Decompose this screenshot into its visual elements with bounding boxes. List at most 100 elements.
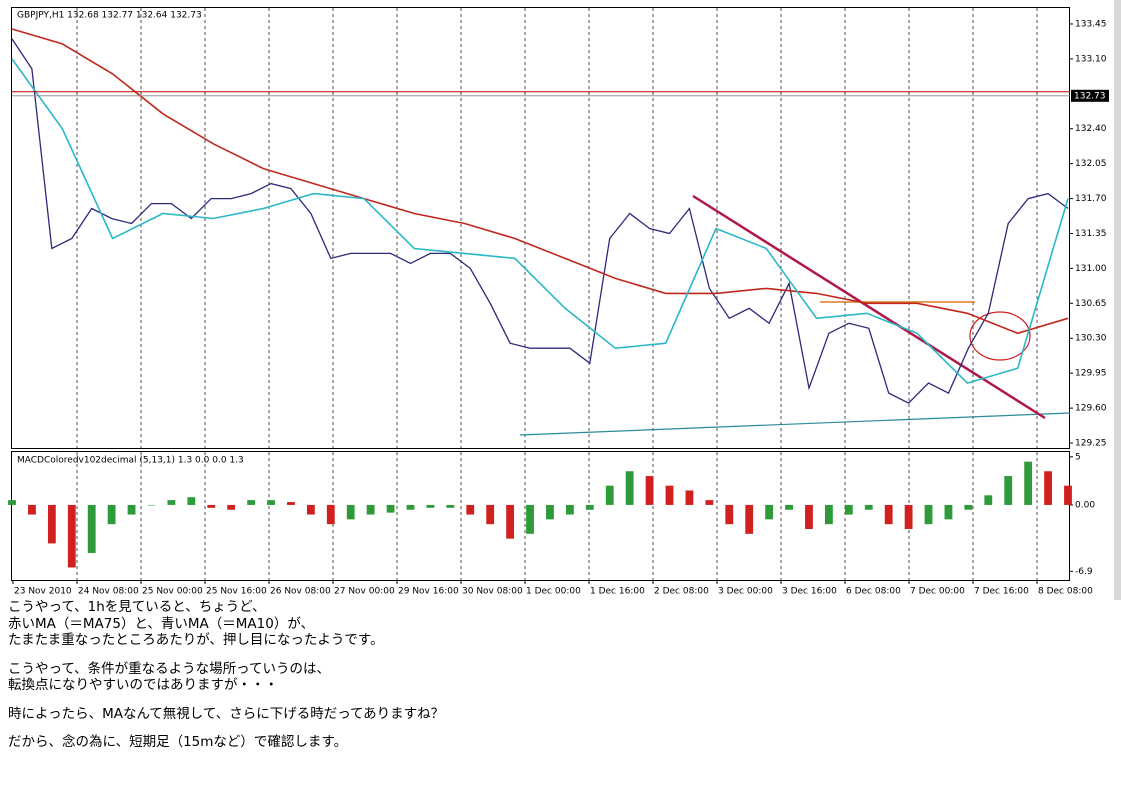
macd-bar <box>864 504 873 510</box>
macd-bar <box>187 497 196 505</box>
price-header: GBPJPY,H1 132.68 132.77 132.64 132.73 <box>17 11 202 21</box>
macd-bar <box>446 504 455 508</box>
macd-bar <box>267 500 275 505</box>
macd-bar <box>585 504 594 510</box>
text-line: たまたま重なったところあたりが、押し目になったようです。 <box>8 632 384 648</box>
y-tick-label: 130.30 <box>1075 334 1107 344</box>
macd-bar <box>625 471 634 505</box>
paragraph: こうやって、条件が重なるような場所っていうのは、 転換点になりやすいのではあります… <box>8 661 1108 694</box>
x-tick-label: 7 Dec 00:00 <box>910 587 965 597</box>
macd-bar <box>207 504 216 508</box>
x-tick-label: 2 Dec 08:00 <box>654 587 709 597</box>
paragraph: こうやって、1hを見ていると、ちょうど、 赤いMA（＝MA75）と、青いMA（＝M… <box>8 599 1108 649</box>
macd-bar <box>147 504 156 506</box>
macd-bar <box>546 504 554 520</box>
y-tick-label: 130.65 <box>1075 299 1107 309</box>
y-tick-label: 132.40 <box>1075 124 1107 134</box>
window-border <box>1114 0 1121 600</box>
macd-bar <box>1024 461 1033 505</box>
macd-bar <box>167 500 176 505</box>
text-line: 転換点になりやすいのではありますが・・・ <box>8 677 278 693</box>
paragraph: 時によったら、MAなんて無視して、さらに下げる時だってありますね？ <box>8 706 1108 723</box>
macd-bar <box>8 500 16 505</box>
macd-bar <box>565 504 574 515</box>
x-tick-label: 3 Dec 16:00 <box>782 587 837 597</box>
macd-bar <box>884 504 893 525</box>
support-line <box>519 412 1071 436</box>
macd-bar <box>406 504 415 510</box>
macd-bar <box>87 504 96 554</box>
macd-header: MACDColoredv102decimal (5,13,1) 1.3 0.0 … <box>17 456 244 466</box>
macd-bar <box>227 504 236 510</box>
macd-bar <box>247 500 256 505</box>
macd-bar <box>824 504 833 525</box>
x-tick-label: 26 Nov 08:00 <box>270 587 331 597</box>
y-tick-label: 133.10 <box>1075 54 1107 64</box>
y-tick-label: 131.70 <box>1075 194 1107 204</box>
x-tick-label: 1 Dec 00:00 <box>526 587 581 597</box>
macd-bar <box>685 490 694 505</box>
macd-bar <box>844 504 853 515</box>
macd-bar <box>805 504 813 529</box>
x-tick-label: 24 Nov 08:00 <box>78 587 139 597</box>
macd-bar <box>28 504 36 515</box>
x-tick-label: 27 Nov 00:00 <box>334 587 395 597</box>
macd-panel <box>11 451 1070 581</box>
x-tick-label: 29 Nov 16:00 <box>398 587 459 597</box>
macd-bar <box>725 504 734 525</box>
y-tick-label: 131.00 <box>1075 264 1107 274</box>
highlight-circle <box>969 311 1031 361</box>
x-tick-label: 30 Nov 08:00 <box>462 587 523 597</box>
x-tick-label: 25 Nov 16:00 <box>206 587 267 597</box>
last-price-box <box>1071 89 1109 102</box>
paragraph: だから、念の為に、短期足（15mなど）で確認します。 <box>8 734 1108 751</box>
text-line: だから、念の為に、短期足（15mなど）で確認します。 <box>8 734 348 750</box>
text-line: こうやって、1hを見ていると、ちょうど、 <box>8 599 266 615</box>
macd-bar <box>306 504 315 515</box>
macd-bar <box>785 504 793 510</box>
macd-bar <box>904 504 913 529</box>
last-price-label: 132.73 <box>1074 91 1106 101</box>
macd-bar <box>944 504 953 520</box>
macd-bar <box>605 485 614 505</box>
x-tick-label: 6 Dec 08:00 <box>846 587 901 597</box>
macd-bar <box>287 502 295 505</box>
macd-bar <box>1064 485 1072 505</box>
macd-bar <box>765 504 774 520</box>
chart-window: GBPJPY,H1 132.68 132.77 132.64 132.73 MA… <box>0 0 1121 600</box>
y-tick-label: 0.00 <box>1075 500 1095 510</box>
macd-bar <box>526 504 534 534</box>
x-tick-label: 8 Dec 08:00 <box>1038 587 1093 597</box>
macd-bar <box>366 504 375 515</box>
macd-bar <box>705 500 714 505</box>
macd-bar <box>506 504 515 539</box>
comment-text: こうやって、1hを見ていると、ちょうど、 赤いMA（＝MA75）と、青いMA（＝M… <box>8 599 1108 763</box>
macd-bar <box>984 495 993 505</box>
macd-bar <box>745 504 754 534</box>
macd-bar <box>466 504 475 515</box>
y-tick-label: 133.45 <box>1075 19 1107 29</box>
background <box>0 0 1121 600</box>
macd-bar <box>127 504 136 515</box>
y-tick-label: 132.05 <box>1075 159 1107 169</box>
price-line <box>11 28 1069 335</box>
text-line: 時によったら、MAなんて無視して、さらに下げる時だってありますね？ <box>8 705 445 722</box>
trend-line <box>692 194 1046 420</box>
macd-bar <box>665 485 674 505</box>
price-line <box>11 58 1069 385</box>
text-line: 赤いMA（＝MA75）と、青いMA（＝MA10）が、 <box>8 615 315 632</box>
macd-bar <box>107 504 116 525</box>
macd-bar <box>386 504 395 513</box>
macd-bar <box>1044 471 1052 505</box>
macd-bar <box>645 476 654 505</box>
x-tick-label: 7 Dec 16:00 <box>974 587 1029 597</box>
y-tick-label: 129.25 <box>1075 439 1107 449</box>
y-tick-label: 5 <box>1075 452 1081 462</box>
macd-bar <box>426 504 435 508</box>
macd-bar <box>326 504 335 525</box>
macd-bar <box>67 504 76 568</box>
y-tick-label: 129.60 <box>1075 404 1107 414</box>
y-tick-label: 131.35 <box>1075 229 1107 239</box>
y-tick-label: -6.9 <box>1075 567 1093 577</box>
